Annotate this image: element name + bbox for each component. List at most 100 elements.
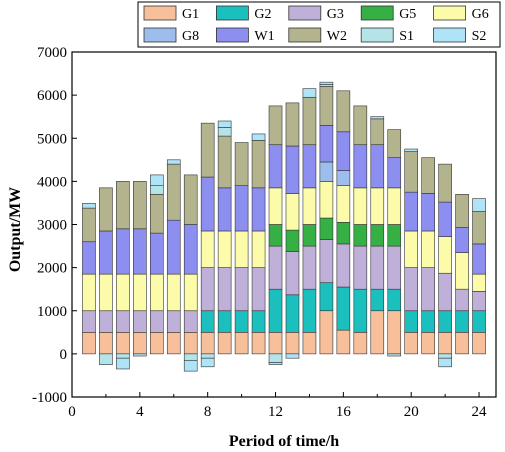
y-tick-label: 3000 [37, 218, 67, 234]
bar-segment-w1 [99, 230, 113, 275]
x-tick-label: 12 [268, 404, 283, 420]
bar-segment-s2 [302, 88, 317, 98]
bar-segment-g6 [421, 230, 435, 268]
bar-segment-g2 [251, 310, 266, 333]
bar-segment-g6 [150, 273, 164, 312]
x-tick-label: 8 [204, 404, 212, 420]
bar-segment-g6 [353, 187, 368, 225]
legend-label-g8: G8 [182, 29, 199, 44]
y-tick-label: -1000 [32, 390, 67, 406]
bar-segment-w2 [82, 207, 96, 243]
bar-segment-g6 [234, 230, 249, 268]
bar-segment-s2 [319, 81, 334, 85]
legend-label-w1: W1 [254, 29, 274, 44]
bar-segment-w2 [302, 96, 317, 146]
bar-segment-w1 [438, 201, 452, 237]
bar-segment-s1 [217, 127, 232, 137]
legend-swatch-g6 [433, 5, 467, 21]
bar-segment-g1 [166, 332, 181, 355]
bar-segment-w2 [353, 105, 368, 146]
bar-segment-w1 [353, 144, 368, 189]
bar-segment-g2 [472, 310, 486, 333]
bar-segment-w1 [234, 185, 249, 232]
bar-segment-g6 [472, 273, 486, 292]
bar-segment-w2 [319, 86, 334, 126]
bar-segment-w1 [472, 243, 486, 275]
bar-segment-s2 [166, 159, 181, 165]
bar-segment-w1 [116, 228, 130, 275]
bar-segment-g1 [82, 332, 96, 355]
bar-segment-g3 [421, 267, 435, 312]
bar-segment-w2 [200, 122, 215, 178]
bar-segment-g1 [438, 332, 452, 355]
bar-segment-w1 [387, 157, 402, 189]
bar-segment-g8 [319, 161, 334, 182]
bar-segment-g6 [217, 230, 232, 268]
bar-segment-negative-s1 [133, 353, 147, 357]
bar-segment-w2 [150, 194, 164, 234]
bar-segment-negative-s1 [438, 353, 452, 359]
bar-segment-g2 [421, 310, 435, 333]
bar-segment-g6 [99, 273, 113, 312]
legend-label-g5: G5 [399, 7, 416, 22]
bar-segment-g2 [302, 288, 317, 333]
y-axis-title: Output/MW [7, 187, 24, 272]
bar-segment-g1 [319, 310, 334, 355]
bar-segment-negative-s1 [268, 353, 283, 363]
y-tick-label: 7000 [37, 45, 67, 61]
bar-segment-g2 [336, 286, 351, 331]
bar-segment-g2 [353, 288, 368, 333]
legend-swatch-g2 [215, 5, 249, 21]
bar-segment-w2 [183, 174, 198, 225]
bar-segment-g3 [217, 267, 232, 312]
bar-segment-s2 [251, 133, 266, 141]
bar-segment-w1 [82, 241, 96, 275]
bar-segment-w2 [166, 163, 181, 221]
bar-segment-g6 [302, 187, 317, 225]
bar-segment-w1 [150, 232, 164, 275]
bar-segment-g1 [353, 332, 368, 355]
bar-segment-w1 [251, 187, 266, 232]
bar-segment-negative-s2 [438, 357, 452, 368]
bar-segment-w2 [387, 129, 402, 158]
bar-segment-g3 [82, 310, 96, 333]
bar-segment-g1 [370, 310, 385, 355]
bar-segment-g1 [404, 332, 419, 355]
legend-label-g1: G1 [182, 7, 199, 22]
bar-segment-g3 [387, 245, 402, 290]
legend-label-s2: S2 [472, 29, 487, 44]
bar-segment-w2 [370, 118, 385, 146]
y-tick-label: 0 [60, 347, 68, 363]
bar-segment-g1 [336, 329, 351, 355]
bar-segment-s2 [472, 198, 486, 212]
bar-segment-g1 [133, 332, 147, 355]
bar-segment-g6 [438, 236, 452, 274]
bar-segment-g3 [404, 267, 419, 312]
bar-segment-g3 [302, 245, 317, 290]
bar-segment-g6 [133, 273, 147, 312]
bar-segment-g2 [234, 310, 249, 333]
legend-swatch-w1 [215, 27, 249, 43]
bar-segment-g2 [268, 288, 283, 333]
bar-segment-w1 [200, 176, 215, 232]
bar-segment-g3 [133, 310, 147, 333]
bar-segment-g6 [455, 252, 469, 290]
bar-segment-w1 [404, 191, 419, 232]
bar-segment-g6 [116, 273, 130, 312]
y-tick-label: 6000 [37, 88, 67, 104]
bar-segment-w2 [285, 102, 300, 147]
y-tick-label: 1000 [37, 304, 67, 320]
bar-segment-g3 [116, 310, 130, 333]
bar-segment-w2 [251, 140, 266, 189]
bar-segment-g1 [217, 332, 232, 355]
bar-segment-w1 [421, 193, 435, 232]
bar-segment-g1 [302, 332, 317, 355]
bar-segment-g1 [99, 332, 113, 355]
bar-segment-s2 [404, 148, 419, 152]
bar-segment-g5 [319, 217, 334, 240]
bar-segment-g1 [285, 332, 300, 355]
bar-segment-w2 [268, 105, 283, 146]
bar-segment-g3 [200, 267, 215, 312]
